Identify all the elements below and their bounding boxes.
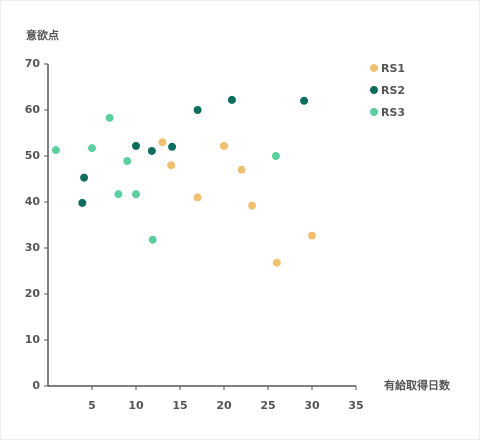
point <box>193 193 202 202</box>
point <box>123 157 132 166</box>
point <box>105 113 114 122</box>
point <box>148 235 157 244</box>
x-tick-label: 30 <box>304 399 320 412</box>
y-tick-label: 0 <box>32 379 40 392</box>
point <box>237 165 246 174</box>
x-axis-label: 有給取得日数 <box>384 378 451 392</box>
point <box>78 198 87 207</box>
legend-label: RS2 <box>381 84 405 97</box>
x-tick-label: 20 <box>216 399 232 412</box>
x-tick-label: 35 <box>348 399 363 412</box>
point <box>51 146 60 155</box>
y-tick-label: 50 <box>25 149 41 162</box>
point <box>248 201 257 210</box>
point <box>220 141 228 150</box>
legend-marker <box>370 64 378 72</box>
legend-marker <box>370 86 378 94</box>
point <box>167 161 176 170</box>
x-tick-label: 15 <box>172 399 187 412</box>
point <box>147 146 156 155</box>
point <box>132 141 140 150</box>
y-tick-label: 10 <box>25 333 41 346</box>
point <box>88 144 96 153</box>
y-tick-label: 40 <box>25 195 41 208</box>
legend-marker <box>370 108 378 116</box>
point <box>271 152 280 160</box>
y-tick-label: 70 <box>25 57 41 70</box>
point <box>80 173 89 182</box>
legend-label: RS3 <box>381 106 405 119</box>
point <box>193 106 202 114</box>
x-tick-label: 5 <box>88 399 96 412</box>
point <box>300 96 309 105</box>
point <box>308 231 316 240</box>
y-tick-label: 60 <box>25 103 41 116</box>
y-axis-label: 意欲点 <box>26 28 59 42</box>
x-tick-label: 25 <box>260 399 275 412</box>
point <box>272 258 281 267</box>
y-tick-label: 20 <box>25 287 41 300</box>
point <box>132 190 140 199</box>
point <box>158 138 167 147</box>
point <box>114 190 123 199</box>
legend-label: RS1 <box>381 62 405 75</box>
point <box>227 95 236 104</box>
y-tick-label: 30 <box>25 241 41 254</box>
x-tick-label: 10 <box>128 399 144 412</box>
point <box>168 142 177 151</box>
